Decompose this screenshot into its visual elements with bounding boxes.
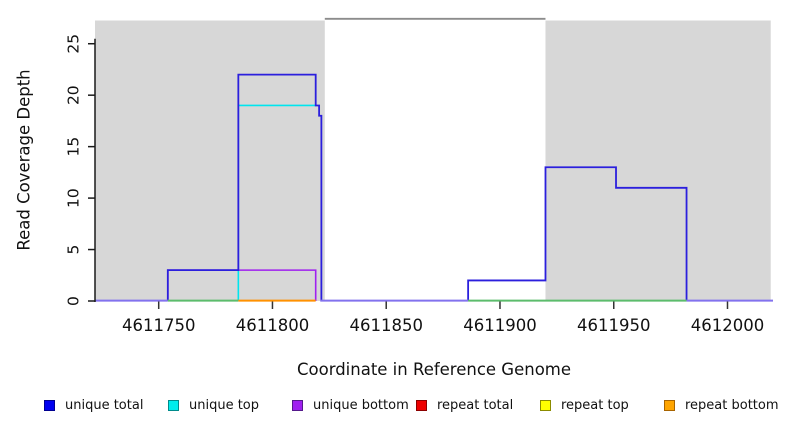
legend-item-repeat-bottom: repeat bottom — [664, 398, 788, 413]
x-tick-label: 4611900 — [463, 316, 537, 335]
legend-marker-square-icon — [168, 400, 179, 411]
y-tick-label: 25 — [65, 34, 83, 54]
legend-item-unique-top: unique top — [168, 398, 292, 413]
coverage-line-unique-total — [166, 73, 323, 301]
legend-label: unique top — [189, 398, 260, 413]
repeat-region-right — [545, 20, 771, 301]
legend-label: unique total — [65, 398, 144, 413]
x-tick-label: 4611950 — [577, 316, 651, 335]
legend-item-unique-bottom: unique bottom — [292, 398, 416, 413]
legend-label: unique bottom — [313, 398, 409, 413]
legend-item-repeat-top: repeat top — [540, 398, 664, 413]
coverage-line-unique-total — [467, 166, 688, 301]
y-tick-label: 0 — [65, 296, 83, 306]
y-tick-label: 20 — [65, 85, 83, 105]
legend-marker-square-icon — [540, 400, 551, 411]
legend-marker-square-icon — [44, 400, 55, 411]
legend-item-unique-total: unique total — [44, 398, 168, 413]
x-tick-label: 4611750 — [122, 316, 196, 335]
y-axis-title: Read Coverage Depth — [14, 69, 34, 251]
legend: unique total unique top unique bottom repea… — [44, 398, 788, 413]
y-tick-label: 5 — [65, 245, 83, 255]
y-tick-label: 15 — [65, 137, 83, 157]
legend-label: repeat bottom — [685, 398, 779, 413]
y-tick-label: 10 — [65, 188, 83, 208]
legend-marker-square-icon — [292, 400, 303, 411]
x-tick-label: 4611800 — [236, 316, 310, 335]
repeat-region-left — [95, 20, 325, 301]
legend-item-repeat-total: repeat total — [416, 398, 540, 413]
x-tick-label: 4612000 — [691, 316, 765, 335]
legend-marker-square-icon — [416, 400, 427, 411]
x-tick-label: 4611850 — [349, 316, 423, 335]
legend-label: repeat total — [437, 398, 514, 413]
legend-label: repeat top — [561, 398, 629, 413]
legend-marker-square-icon — [664, 400, 675, 411]
x-axis-title: Coordinate in Reference Genome — [296, 360, 572, 379]
